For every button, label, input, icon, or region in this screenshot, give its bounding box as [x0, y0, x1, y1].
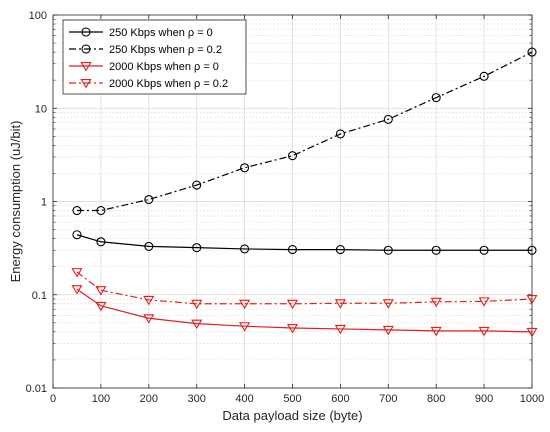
data-point-triangle [334, 299, 346, 309]
x-tick-label: 200 [140, 393, 158, 405]
legend-label: 2000 Kbps when ρ = 0 [109, 61, 219, 73]
data-point-circle [96, 205, 106, 216]
x-tick-label: 800 [427, 393, 445, 405]
data-point-triangle [286, 323, 299, 334]
series-1 [72, 230, 537, 255]
legend-label: 250 Kbps when ρ = 0.2 [109, 44, 222, 56]
data-point-triangle [143, 295, 155, 306]
series-2 [72, 47, 537, 216]
series-line [76, 234, 532, 251]
x-tick-label: 700 [379, 393, 397, 405]
x-tick-label: 400 [235, 393, 253, 405]
data-point-circle [144, 241, 154, 251]
data-point-circle [431, 93, 441, 103]
data-point-circle [72, 230, 82, 240]
y-tick-label: 100 [29, 10, 47, 22]
data-point-triangle [526, 295, 538, 305]
data-point-triangle [430, 326, 442, 337]
x-tick-label: 900 [475, 393, 493, 405]
x-tick-label: 600 [331, 393, 349, 405]
x-tick-label: 100 [92, 393, 110, 405]
legend-entry: 250 Kbps when ρ = 0 [69, 27, 213, 39]
x-tick-label: 500 [283, 393, 301, 405]
data-point-circle [192, 243, 202, 253]
data-point-triangle [143, 314, 155, 324]
y-tick-label: 0.01 [26, 383, 47, 395]
data-point-circle [383, 114, 393, 124]
legend-entry: 250 Kbps when ρ = 0.2 [69, 44, 222, 56]
data-point-circle [96, 237, 106, 247]
data-point-circle [240, 244, 250, 254]
data-point-circle [479, 71, 489, 81]
legend-label: 250 Kbps when ρ = 0 [109, 27, 213, 39]
data-point-triangle [80, 61, 92, 72]
legend: 250 Kbps when ρ = 0 250 Kbps when ρ = 0.2… [62, 19, 247, 95]
data-series [71, 47, 538, 338]
data-point-triangle [71, 285, 83, 295]
data-point-triangle [71, 268, 83, 278]
data-point-circle [81, 27, 91, 37]
data-point-triangle [478, 326, 490, 337]
data-point-circle [240, 163, 250, 173]
data-point-triangle [239, 322, 251, 332]
series-line [76, 288, 533, 333]
data-point-circle [335, 129, 345, 139]
data-point-circle [72, 205, 82, 216]
data-point-circle [287, 245, 298, 255]
series-3 [71, 285, 538, 338]
data-point-triangle [334, 324, 346, 335]
data-point-circle [527, 47, 537, 57]
data-point-triangle [430, 297, 442, 308]
data-point-triangle [191, 319, 203, 330]
legend-entry: 2000 Kbps when ρ = 0 [69, 61, 219, 73]
data-point-circle [527, 245, 537, 255]
y-tick-label: 1 [41, 197, 47, 209]
data-point-circle [383, 245, 393, 255]
data-point-triangle [286, 299, 299, 310]
data-point-triangle [382, 299, 394, 309]
legend-label: 2000 Kbps when ρ = 0.2 [109, 78, 228, 90]
data-point-circle [431, 245, 441, 255]
data-point-triangle [95, 286, 107, 296]
data-point-circle [287, 151, 298, 161]
y-tick-label: 0.1 [32, 290, 47, 302]
data-point-triangle [478, 297, 490, 307]
x-tick-label: 1000 [520, 393, 544, 405]
data-point-triangle [80, 79, 92, 89]
data-point-circle [335, 245, 345, 255]
series-4 [71, 268, 538, 310]
axis-ticks: 0 100 200 300 400 500 600 700 800 900 1000 0.01 0.1 1… [26, 10, 545, 405]
data-point-circle [81, 44, 91, 54]
legend-entry: 2000 Kbps when ρ = 0.2 [69, 78, 228, 90]
x-axis-title: Data payload size (byte) [222, 408, 362, 423]
y-axis-title: Energy consumption (uJ/bit) [8, 121, 23, 283]
data-point-triangle [191, 299, 203, 310]
y-tick-label: 10 [35, 103, 47, 115]
x-tick-label: 300 [188, 393, 206, 405]
data-point-triangle [526, 327, 538, 338]
data-point-triangle [239, 299, 251, 310]
series-line [76, 271, 533, 305]
data-point-circle [192, 180, 202, 190]
series-line [76, 51, 533, 212]
data-point-triangle [382, 325, 394, 336]
x-tick-label: 0 [50, 393, 56, 405]
data-point-circle [479, 245, 489, 255]
data-point-circle [144, 194, 154, 205]
data-point-triangle [95, 301, 107, 312]
